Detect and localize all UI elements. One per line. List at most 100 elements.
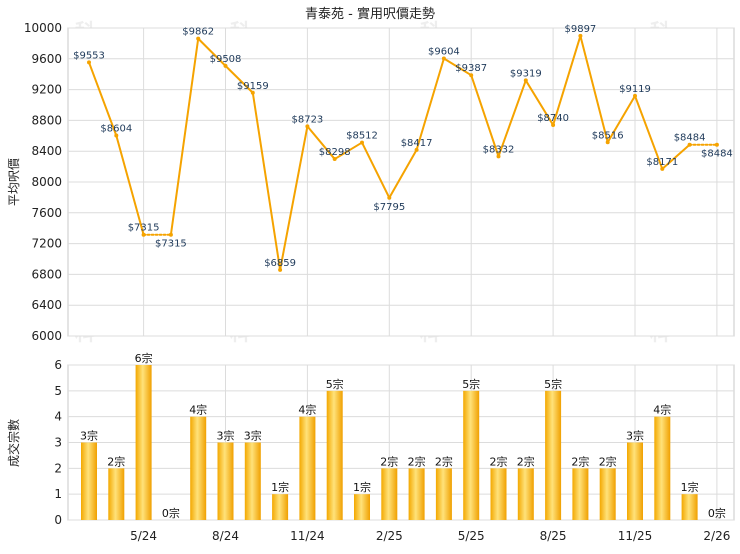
volume-data-label: 1宗 [681,480,699,494]
volume-data-label: 4宗 [298,403,316,417]
price-y-tick-label: 8400 [31,144,62,158]
price-point [332,157,337,162]
price-point [250,90,255,95]
price-data-label: $9508 [210,54,242,65]
x-tick-label: 8/24 [212,529,239,543]
price-data-label: $7795 [373,202,405,213]
volume-bar [190,416,207,520]
volume-bar [517,468,534,520]
x-axis-ticks: 5/24 8/24 11/24 2/25 5/25 8/25 11/25 2/26 [130,529,730,543]
volume-data-label: 0宗 [708,506,726,520]
price-data-label: $9319 [510,68,542,79]
volume-y-tick-label: 3 [54,436,62,450]
price-line-segment [279,125,309,271]
price-point [605,140,610,145]
price-data-label: $8604 [100,123,132,134]
volume-data-label: 2宗 [408,454,426,468]
price-line-segment [197,37,227,67]
volume-bar [654,416,671,520]
volume-bar [81,442,97,520]
price-data-label: $8723 [291,114,323,125]
x-tick-label: 5/24 [130,529,157,543]
price-panel: 6000 6400 6800 7200 7600 8000 8400 8800 9200 9600… [7,21,735,343]
volume-data-label: 3宗 [217,429,235,443]
volume-bar [463,390,480,520]
price-y-tick-label: 6400 [31,298,62,312]
price-line-segment [524,79,555,127]
volume-y-tick-label: 0 [54,513,62,527]
volume-y-tick-label: 1 [54,487,62,501]
price-line-segment [470,74,500,158]
volume-data-label: 0宗 [162,506,180,520]
price-point [114,133,119,138]
chart-title: 青泰苑 - 實用呎價走勢 [305,6,435,22]
price-line-segment [661,143,691,170]
price-line-segment [306,125,336,161]
price-point [660,166,665,171]
price-line-segment [251,91,282,271]
volume-data-label: 2宗 [571,454,589,468]
price-point [687,142,692,147]
volume-panel: 0 1 2 3 4 5 6 成交宗數 3宗 2宗 6宗 0宗 4宗 3宗 3宗 1宗 4宗 5宗 1宗 2宗 2宗 2… [6,351,735,543]
volume-y-tick-label: 5 [54,384,62,398]
volume-y-tick-label: 6 [54,358,62,372]
price-line-segment [224,64,254,94]
price-point [578,33,583,38]
price-line-segment [606,94,636,144]
price-line-segment [361,141,391,199]
volume-bar [108,468,125,520]
price-data-label: $9119 [619,84,651,95]
price-y-tick-label: 10000 [24,21,62,35]
price-y-tick-label: 8000 [31,175,62,189]
volume-bar [272,494,289,520]
price-point [87,60,91,65]
price-data-label: $9897 [564,24,596,35]
price-series [87,33,719,272]
price-point [223,63,228,68]
volume-data-label: 5宗 [462,377,480,391]
price-y-ticks: 6000 6400 6800 7200 7600 8000 8400 8800 9200 9600… [24,21,62,343]
price-point [469,73,474,78]
price-data-label: $7315 [128,223,160,234]
volume-data-label: 1宗 [353,480,371,494]
price-y-tick-label: 9200 [31,83,62,97]
volume-bar [408,468,425,520]
x-tick-label: 11/24 [290,529,325,543]
price-grid [68,27,734,337]
volume-bar [545,390,562,520]
price-data-label: $7315 [155,239,187,250]
price-point [141,232,146,237]
volume-bar [435,468,452,520]
price-data-label: $9159 [237,81,269,92]
volume-data-label: 6宗 [135,351,153,365]
volume-data-label: 2宗 [599,454,617,468]
price-data-label: $8171 [646,157,678,168]
price-data-label: $9604 [428,46,460,57]
price-point [496,154,501,159]
price-line-segment [634,94,664,170]
price-y-axis-title: 平均呎價 [7,158,21,206]
volume-bar [572,468,589,520]
price-point [387,195,392,200]
price-data-label: $8484 [701,149,733,160]
price-line-segment [497,79,527,158]
volume-bar [326,390,343,520]
price-data-label: $6859 [264,258,296,269]
price-point [551,123,556,128]
volume-y-tick-label: 4 [54,410,62,424]
volume-bars [81,365,698,520]
price-line-segment [388,148,418,199]
volume-bar [299,416,316,520]
volume-data-label: 5宗 [544,377,562,391]
x-tick-label: 2/25 [376,529,403,543]
volume-y-axis-title: 成交宗數 [6,419,21,467]
price-line-segment [333,141,363,161]
volume-data-label: 3宗 [244,429,262,443]
price-line-segment [415,57,445,151]
volume-bar [244,442,261,520]
price-data-label: $9862 [182,27,214,38]
price-line-segment [169,37,200,236]
price-line-segment [579,34,609,144]
price-data-label: $8298 [319,147,351,158]
